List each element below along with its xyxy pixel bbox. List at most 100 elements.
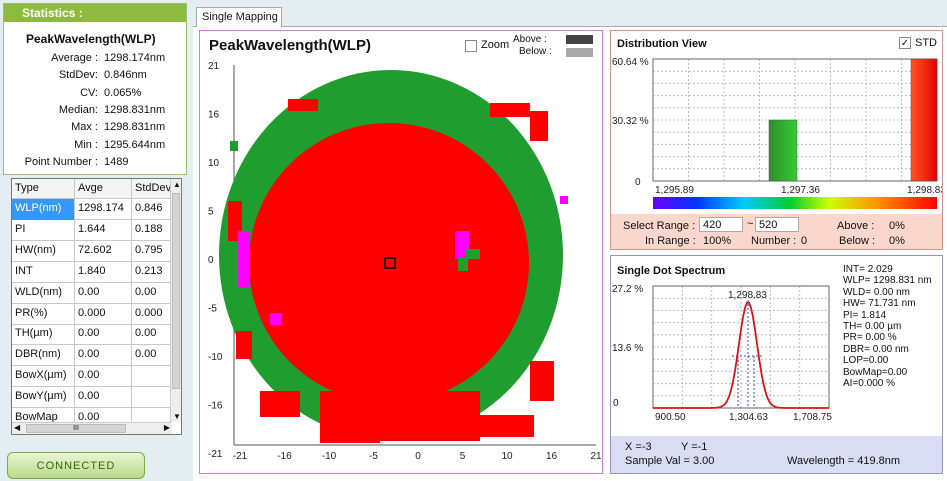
spectrum-info: INT= 2.029 WLP= 1298.831 nm WLD= 0.00 nm HW… [843, 264, 932, 389]
map-y-tick-label: 10 [208, 158, 220, 169]
y-readout: Y =-1 [681, 441, 708, 453]
table-cell[interactable]: BowY(µm) [12, 387, 75, 409]
spectrum-info-line: INT= 2.029 [843, 264, 893, 275]
spectrum-y-tick-label: 27.2 % [612, 284, 643, 295]
in-range-value: 100% [703, 235, 732, 247]
table-cell[interactable]: 0.000 [75, 303, 132, 325]
stat-value: 1298.174nm [104, 52, 166, 64]
connected-status-button[interactable]: CONNECTED [7, 452, 145, 479]
wafer-bottom-red-region [320, 391, 480, 441]
statistics-panel: Statistics : PeakWavelength(WLP) Average… [3, 3, 187, 175]
table-cell[interactable]: 0.00 [75, 324, 132, 346]
column-header-avge[interactable]: Avge [75, 179, 132, 199]
above-color-swatch[interactable] [566, 35, 593, 44]
table-vertical-scrollbar[interactable]: ▲ ▼ [170, 179, 181, 422]
range-to-input[interactable]: 520 [755, 217, 799, 232]
table-row[interactable]: PR(%) 0.000 0.000 [12, 303, 172, 325]
tab-single-mapping[interactable]: Single Mapping [196, 7, 282, 27]
spectrum-plot-frame [652, 285, 830, 409]
map-x-tick-label: -21 [233, 451, 248, 462]
table-cell[interactable] [132, 387, 172, 409]
range-from-input[interactable]: 420 [699, 217, 743, 232]
table-cell[interactable]: PI [12, 219, 75, 241]
distribution-y-tick-label: 0 [635, 177, 641, 188]
table-cell[interactable]: 72.602 [75, 240, 132, 262]
table-cell[interactable]: WLD(nm) [12, 282, 75, 304]
below-pct-label: Below : [839, 235, 876, 247]
wafer-edge-red-region [260, 391, 300, 417]
zoom-checkbox[interactable] [465, 40, 477, 52]
table-cell[interactable]: 0.000 [132, 303, 172, 325]
below-color-swatch[interactable] [566, 48, 593, 57]
map-x-tick-label: 16 [546, 451, 558, 462]
table-cell[interactable]: 0.00 [132, 345, 172, 367]
map-y-tick-label: 0 [208, 255, 214, 266]
stat-label: Max : [71, 121, 98, 134]
table-cell[interactable]: 0.00 [75, 366, 132, 388]
select-range-label: Select Range : [623, 220, 696, 232]
stat-row: Point Number : 1489 [4, 156, 186, 172]
scroll-left-icon[interactable]: ◀ [14, 423, 21, 432]
stat-value: 1295.644nm [104, 138, 166, 151]
spectrum-y-tick-label: 13.6 % [612, 343, 643, 354]
table-row[interactable]: WLD(nm) 0.00 0.00 [12, 282, 172, 304]
table-row[interactable]: TH(µm) 0.00 0.00 [12, 324, 172, 346]
table-cell[interactable]: 1298.174 [75, 199, 132, 220]
wafer-edge-red-region [288, 99, 318, 111]
number-label: Number : [751, 235, 797, 247]
table-cell[interactable]: INT [12, 261, 75, 283]
scroll-right-icon[interactable]: ▶ [163, 423, 170, 432]
std-checkbox[interactable]: ✓ [899, 37, 911, 49]
table-cell[interactable]: BowMap [12, 408, 75, 429]
table-cell[interactable]: 0.188 [132, 219, 172, 241]
table-row[interactable]: WLP(nm) 1298.174 0.846 [12, 199, 172, 220]
wafer-map[interactable]: -21 -16 -10 -5 0 5 10 16 21 21 16 10 5 0 -5 -10 -16 -21 [200, 31, 602, 473]
map-y-tick-label: 16 [208, 110, 220, 121]
scroll-up-icon[interactable]: ▲ [173, 180, 181, 189]
table-cell[interactable]: 0.00 [132, 324, 172, 346]
table-cell[interactable] [132, 366, 172, 388]
table-cell[interactable]: TH(µm) [12, 324, 75, 346]
table-cell[interactable]: 0.00 [75, 408, 132, 429]
selected-die-marker [384, 257, 396, 269]
table-cell[interactable]: 0.00 [75, 387, 132, 409]
table-cell[interactable]: BowX(µm) [12, 366, 75, 388]
table-cell[interactable]: 0.00 [75, 345, 132, 367]
table-cell[interactable]: 0.213 [132, 261, 172, 283]
table-cell[interactable]: 1.840 [75, 261, 132, 283]
table-cell[interactable]: PR(%) [12, 303, 75, 325]
column-header-stddev[interactable]: StdDev [132, 179, 172, 199]
table-row[interactable]: PI 1.644 0.188 [12, 219, 172, 241]
table-horizontal-scrollbar[interactable]: ◀ III ▶ [12, 422, 172, 434]
distribution-title: Distribution View [617, 38, 707, 50]
table-cell[interactable]: 0.00 [75, 282, 132, 304]
spectrum-info-line: WLP= 1298.831 nm [843, 275, 932, 287]
stat-label: Min : [74, 138, 98, 151]
below-pct-value: 0% [889, 235, 905, 247]
table-cell[interactable]: 1.644 [75, 219, 132, 241]
vertical-scroll-thumb[interactable] [172, 193, 180, 389]
range-separator: ~ [747, 218, 754, 230]
table-cell[interactable]: HW(nm) [12, 240, 75, 262]
above-label: Above : [513, 34, 547, 45]
table-cell[interactable]: DBR(nm) [12, 345, 75, 367]
column-header-type[interactable]: Type [12, 179, 75, 199]
wafer-magenta-spot [270, 313, 282, 325]
table-cell[interactable]: WLP(nm) [12, 199, 75, 220]
distribution-bar [768, 119, 798, 182]
type-table[interactable]: Type Avge StdDev WLP(nm) 1298.174 0.846 PI 1… [11, 178, 182, 435]
table-cell[interactable]: 0.795 [132, 240, 172, 262]
table-row[interactable]: INT 1.840 0.213 [12, 261, 172, 283]
table-row[interactable]: BowY(µm) 0.00 [12, 387, 172, 409]
wafer-edge-red-region [530, 111, 548, 141]
scroll-down-icon[interactable]: ▼ [173, 412, 181, 421]
horizontal-scroll-thumb[interactable]: III [26, 424, 126, 433]
table-row[interactable]: BowX(µm) 0.00 [12, 366, 172, 388]
table-cell[interactable]: 0.00 [132, 282, 172, 304]
map-x-tick-label: 0 [415, 451, 421, 462]
table-row[interactable]: HW(nm) 72.602 0.795 [12, 240, 172, 262]
distribution-panel: Distribution View ✓ STD 60.64 % 30.32 % 0 1… [610, 30, 943, 250]
table-row[interactable]: DBR(nm) 0.00 0.00 [12, 345, 172, 367]
table-cell[interactable]: 0.846 [132, 199, 172, 220]
wafer-magenta-spot [238, 231, 250, 287]
